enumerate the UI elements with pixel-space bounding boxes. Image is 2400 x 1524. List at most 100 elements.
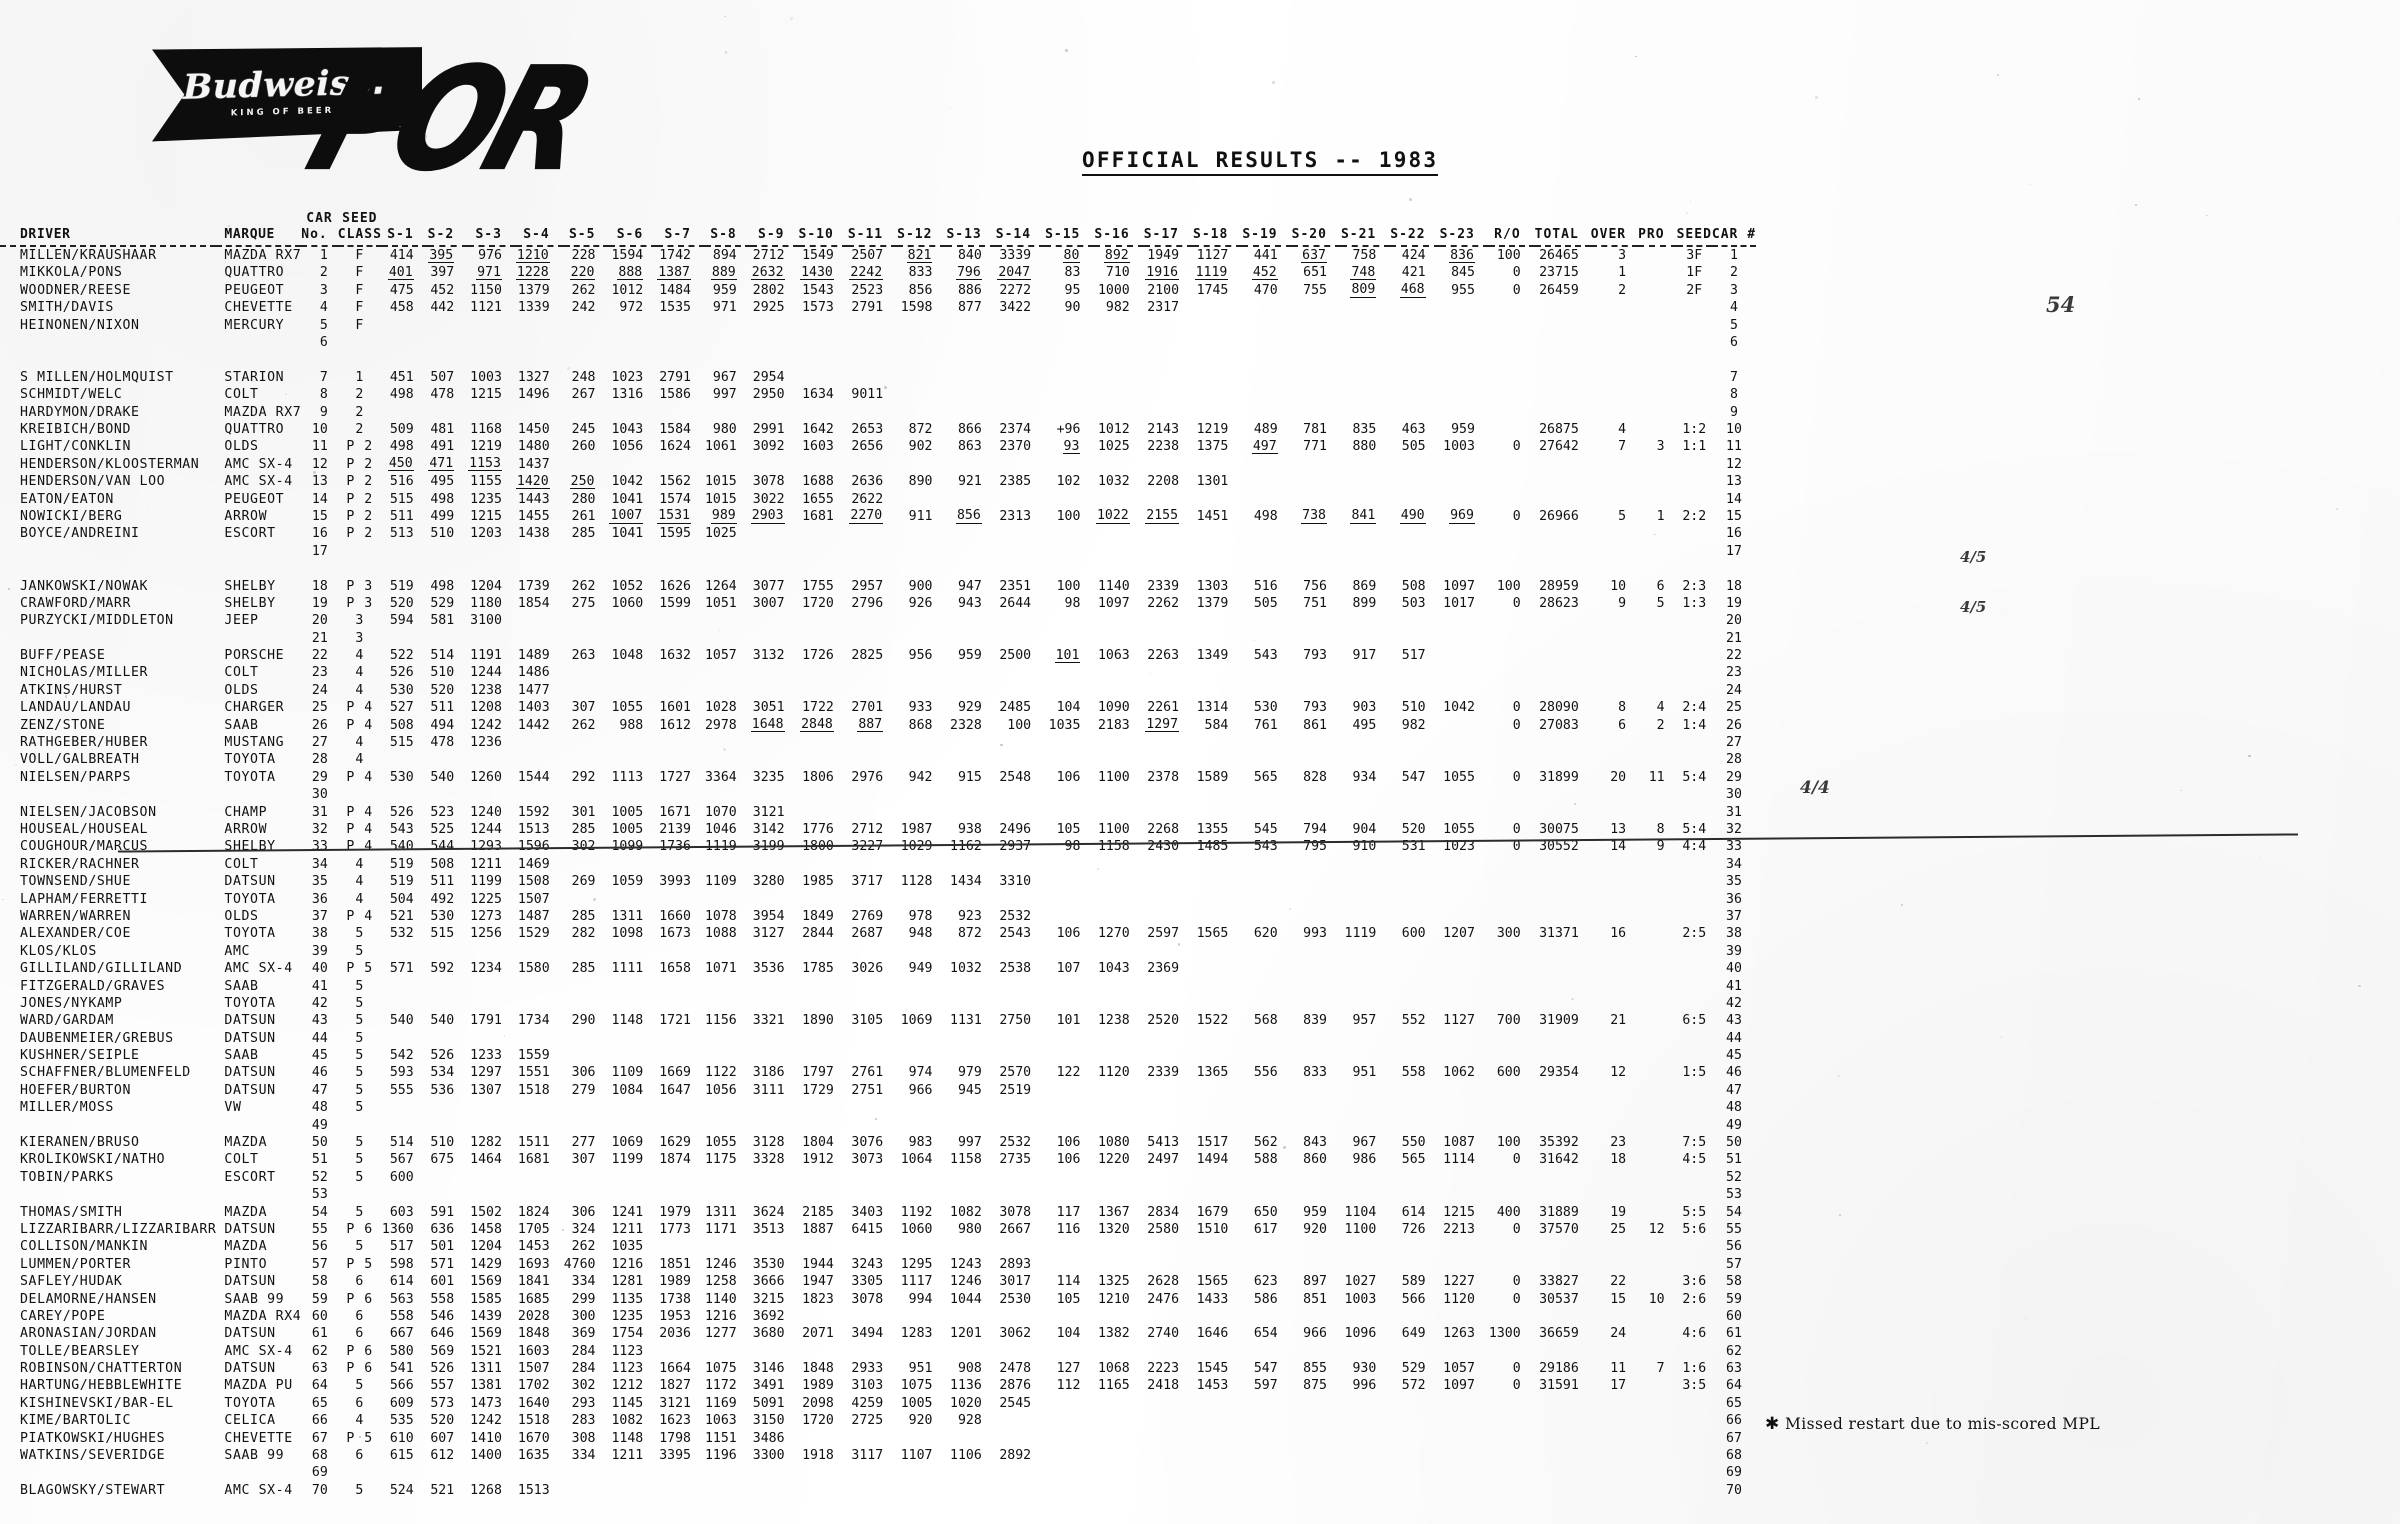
row-over (1591, 804, 1638, 821)
table-row[interactable]: 49 49 (0, 1117, 1756, 1134)
table-row[interactable]: LIGHT/CONKLIN OLDS 11 P 2 498 491 1219 1480 260 1… (0, 438, 1756, 455)
table-row[interactable]: NIELSEN/PARPS TOYOTA 29 P 4 530 540 1260 1544 29… (0, 769, 1756, 786)
table-row[interactable]: HEINONEN/NIXON MERCURY 5 F 5 (0, 317, 1756, 334)
table-row[interactable]: LUMMEN/PORTER PINTO 57 P 5 598 571 1429 1693 476… (0, 1256, 1756, 1273)
row-stage-18 (1193, 908, 1242, 925)
table-row[interactable]: LANDAU/LANDAU CHARGER 25 P 4 527 511 1208 1403 3… (0, 699, 1756, 716)
scan-speck (121, 411, 124, 414)
table-row[interactable]: SAFLEY/HUDAK DATSUN 58 6 614 601 1569 1841 334 12… (0, 1273, 1756, 1290)
table-row[interactable]: WARD/GARDAM DATSUN 43 5 540 540 1791 1734 290 114… (0, 1012, 1756, 1029)
table-row[interactable]: KROLIKOWSKI/NATHO COLT 51 5 567 675 1464 1681 30… (0, 1151, 1756, 1168)
table-row[interactable]: MILLEN/KRAUSHAAR MAZDA RX7 1 F 414 395 976 1210… (0, 247, 1756, 264)
table-row[interactable]: SCHAFFNER/BLUMENFELD DATSUN 46 5 593 534 1297 1… (0, 1064, 1756, 1081)
table-row[interactable]: MIKKOLA/PONS QUATTRO 2 F 401 397 971 1228 220 888… (0, 264, 1756, 281)
table-row[interactable]: 17 17 (0, 543, 1756, 560)
table-row[interactable]: SCHMIDT/WELC COLT 8 2 498 478 1215 1496 267 1316 1… (0, 386, 1756, 403)
row-stage-16 (1094, 386, 1143, 403)
row-stage-16: 1090 (1094, 699, 1143, 716)
row-stage-21: 951 (1341, 1064, 1390, 1081)
table-row[interactable]: ATKINS/HURST OLDS 24 4 530 520 1238 1477 24 (0, 682, 1756, 699)
table-row[interactable]: S MILLEN/HOLMQUIST STARION 7 1 451 507 1003 132… (0, 369, 1756, 386)
table-row[interactable]: ZENZ/STONE SAAB 26 P 4 508 494 1242 1442 262 988 1… (0, 717, 1756, 734)
row-stage-5 (564, 943, 610, 960)
row-stage-16 (1094, 612, 1143, 629)
table-row[interactable]: JONES/NYKAMP TOYOTA 42 5 42 (0, 995, 1756, 1012)
row-car-end: 11 (1712, 438, 1756, 455)
row-stage-10 (799, 1238, 848, 1255)
table-row[interactable]: KIME/BARTOLIC CELICA 66 4 535 520 1242 1518 283 1… (0, 1412, 1756, 1429)
table-row[interactable]: COLLISON/MANKIN MAZDA 56 5 517 501 1204 1453 262… (0, 1238, 1756, 1255)
table-row[interactable]: 53 53 (0, 1186, 1756, 1203)
row-stage-22: 508 (1390, 577, 1439, 594)
table-row[interactable]: JANKOWSKI/NOWAK SHELBY 18 P 3 519 498 1204 1739… (0, 577, 1756, 594)
table-row[interactable]: TOBIN/PARKS ESCORT 52 5 600 52 (0, 1169, 1756, 1186)
table-row[interactable]: SMITH/DAVIS CHEVETTE 4 F 458 442 1121 1339 242 97… (0, 299, 1756, 316)
table-row[interactable]: 30 30 (0, 786, 1756, 803)
table-row[interactable]: THOMAS/SMITH MAZDA 54 5 603 591 1502 1824 306 124… (0, 1203, 1756, 1220)
table-row[interactable]: KIERANEN/BRUSO MAZDA 50 5 514 510 1282 1511 277 1… (0, 1134, 1756, 1151)
row-stage-14: 3017 (996, 1273, 1045, 1290)
row-stage-23 (1440, 786, 1489, 803)
table-row[interactable]: KUSHNER/SEIPLE SAAB 45 5 542 526 1233 1559 45 (0, 1047, 1756, 1064)
table-row[interactable]: HARTUNG/HEBBLEWHITE MAZDA PU 64 5 566 557 1381… (0, 1377, 1756, 1394)
table-row[interactable]: CAREY/POPE MAZDA RX4 60 6 558 546 1439 2028 300 1… (0, 1308, 1756, 1325)
row-total: 35392 (1535, 1134, 1591, 1151)
spacer-driver (0, 212, 216, 228)
table-row[interactable]: TOLLE/BEARSLEY AMC SX-4 62 P 6 580 569 1521 160… (0, 1343, 1756, 1360)
table-row[interactable]: NICHOLAS/MILLER COLT 23 4 526 510 1244 1486 23 (0, 664, 1756, 681)
row-ro (1489, 1412, 1535, 1429)
table-row[interactable]: ARONASIAN/JORDAN DATSUN 61 6 667 646 1569 1848 3… (0, 1325, 1756, 1342)
table-row[interactable]: LAPHAM/FERRETTI TOYOTA 36 4 504 492 1225 1507 36 (0, 890, 1756, 907)
table-row[interactable]: PIATKOWSKI/HUGHES CHEVETTE 67 P 5 610 607 1410… (0, 1430, 1756, 1447)
table-row[interactable]: BUFF/PEASE PORSCHE 22 4 522 514 1191 1489 263 104… (0, 647, 1756, 664)
table-row[interactable]: HENDERSON/KLOOSTERMAN AMC SX-4 12 P 2 450 471… (0, 456, 1756, 473)
table-row[interactable]: ROBINSON/CHATTERTON DATSUN 63 P 6 541 526 1311… (0, 1360, 1756, 1377)
row-over: 20 (1591, 769, 1638, 786)
table-row[interactable]: LIZZARIBARR/LIZZARIBARR DATSUN 55 P 6 1360 63… (0, 1221, 1756, 1238)
row-stage-6: 1113 (609, 769, 657, 786)
table-row[interactable]: RATHGEBER/HUBER MUSTANG 27 4 515 478 1236 27 (0, 734, 1756, 751)
table-row[interactable]: BLAGOWSKY/STEWART AMC SX-4 70 5 524 521 1268 15… (0, 1482, 1756, 1499)
table-row[interactable]: HARDYMON/DRAKE MAZDA RX7 9 2 9 (0, 404, 1756, 421)
table-row[interactable]: VOLL/GALBREATH TOYOTA 28 4 28 (0, 751, 1756, 768)
table-row[interactable]: ALEXANDER/COE TOYOTA 38 5 532 515 1256 1529 282 1… (0, 925, 1756, 942)
table-row[interactable]: 69 69 (0, 1464, 1756, 1481)
row-stage-7: 1632 (657, 647, 705, 664)
table-row[interactable]: DAUBENMEIER/GREBUS DATSUN 44 5 44 (0, 1030, 1756, 1047)
table-row[interactable]: HOEFER/BURTON DATSUN 47 5 555 536 1307 1518 279 1… (0, 1082, 1756, 1099)
table-row[interactable]: HENDERSON/VAN LOO AMC SX-4 13 P 2 516 495 1155… (0, 473, 1756, 490)
row-class: P 4 (338, 821, 382, 838)
table-row[interactable]: EATON/EATON PEUGEOT 14 P 2 515 498 1235 1443 280… (0, 490, 1756, 507)
table-row[interactable]: BOYCE/ANDREINI ESCORT 16 P 2 513 510 1203 1438 2… (0, 525, 1756, 542)
table-row[interactable]: KLOS/KLOS AMC 39 5 39 (0, 943, 1756, 960)
row-stage-5: 267 (564, 386, 610, 403)
table-row[interactable]: GILLILAND/GILLILAND AMC SX-4 40 P 5 571 592 12… (0, 960, 1756, 977)
table-row[interactable]: KREIBICH/BOND QUATTRO 10 2 509 481 1168 1450 245… (0, 421, 1756, 438)
table-row[interactable]: 66 (0, 334, 1756, 351)
table-row[interactable]: 21 3 21 (0, 630, 1756, 647)
row-stage-16: 1000 (1094, 282, 1143, 299)
row-car-end: 64 (1712, 1377, 1756, 1394)
table-row[interactable]: DELAMORNE/HANSEN SAAB 99 59 P 6 563 558 1585 16… (0, 1290, 1756, 1307)
row-stage-22: 572 (1390, 1377, 1439, 1394)
table-row[interactable]: RICKER/RACHNER COLT 34 4 519 508 1211 1469 34 (0, 856, 1756, 873)
table-row[interactable]: WATKINS/SEVERIDGE SAAB 99 68 6 615 612 1400 163… (0, 1447, 1756, 1464)
table-row[interactable]: WOODNER/REESE PEUGEOT 3 F 475 452 1150 1379 262 1… (0, 282, 1756, 299)
table-row[interactable]: FITZGERALD/GRAVES SAAB 41 5 41 (0, 977, 1756, 994)
table-row[interactable]: NOWICKI/BERG ARROW 15 P 2 511 499 1215 1455 261 1… (0, 508, 1756, 525)
table-row[interactable]: MILLER/MOSS VW 48 5 48 (0, 1099, 1756, 1116)
row-stage-15: 114 (1045, 1273, 1094, 1290)
table-row[interactable]: NIELSEN/JACOBSON CHAMP 31 P 4 526 523 1240 1592… (0, 804, 1756, 821)
table-row[interactable]: PURZYCKI/MIDDLETON JEEP 20 3 594 581 3100 20 (0, 612, 1756, 629)
table-row[interactable]: HOUSEAL/HOUSEAL ARROW 32 P 4 543 525 1244 1513 2… (0, 821, 1756, 838)
table-row[interactable]: KISHINEVSKI/BAR-EL TOYOTA 65 6 609 573 1473 164… (0, 1395, 1756, 1412)
row-stage-13: 980 (946, 1221, 995, 1238)
table-row[interactable]: CRAWFORD/MARR SHELBY 19 P 3 520 529 1180 1854 27… (0, 595, 1756, 612)
header-stage-3: S-3 (468, 228, 516, 246)
row-car-no: 26 (301, 717, 337, 734)
table-row[interactable]: TOWNSEND/SHUE DATSUN 35 4 519 511 1199 1508 269 1… (0, 873, 1756, 890)
row-stage-16 (1094, 1186, 1143, 1203)
row-seed: 1:5 (1677, 1064, 1712, 1081)
table-row[interactable]: WARREN/WARREN OLDS 37 P 4 521 530 1273 1487 285 1… (0, 908, 1756, 925)
row-stage-21 (1341, 960, 1390, 977)
